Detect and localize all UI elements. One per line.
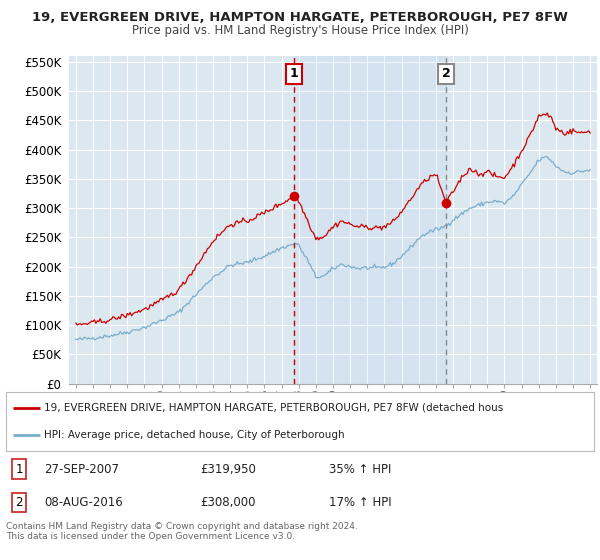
Text: HPI: Average price, detached house, City of Peterborough: HPI: Average price, detached house, City…: [44, 430, 345, 440]
Text: 27-SEP-2007: 27-SEP-2007: [44, 463, 119, 475]
Text: £319,950: £319,950: [200, 463, 256, 475]
Text: 35% ↑ HPI: 35% ↑ HPI: [329, 463, 392, 475]
Text: 1: 1: [290, 67, 299, 80]
Bar: [294, 56, 446, 384]
Text: 2: 2: [442, 67, 451, 80]
Text: 17% ↑ HPI: 17% ↑ HPI: [329, 496, 392, 509]
Text: £308,000: £308,000: [200, 496, 256, 509]
Text: 19, EVERGREEN DRIVE, HAMPTON HARGATE, PETERBOROUGH, PE7 8FW (detached hous: 19, EVERGREEN DRIVE, HAMPTON HARGATE, PE…: [44, 403, 503, 413]
Text: Contains HM Land Registry data © Crown copyright and database right 2024.: Contains HM Land Registry data © Crown c…: [6, 522, 358, 531]
Text: 08-AUG-2016: 08-AUG-2016: [44, 496, 123, 509]
Text: 2: 2: [15, 496, 23, 509]
Text: 1: 1: [15, 463, 23, 475]
Text: This data is licensed under the Open Government Licence v3.0.: This data is licensed under the Open Gov…: [6, 532, 295, 541]
Text: 19, EVERGREEN DRIVE, HAMPTON HARGATE, PETERBOROUGH, PE7 8FW: 19, EVERGREEN DRIVE, HAMPTON HARGATE, PE…: [32, 11, 568, 24]
Text: Price paid vs. HM Land Registry's House Price Index (HPI): Price paid vs. HM Land Registry's House …: [131, 24, 469, 36]
